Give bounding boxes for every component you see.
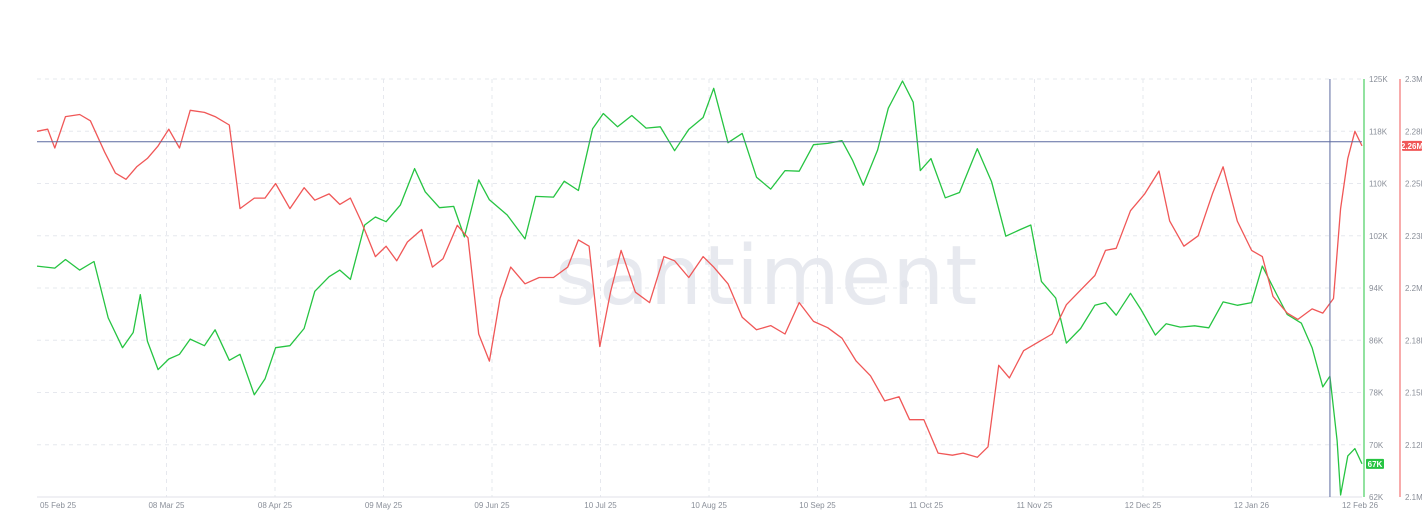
crosshair (37, 79, 1362, 497)
y-left-tick-label: 78K (1369, 389, 1384, 398)
y-right-tick-label: 2.3M (1405, 75, 1422, 84)
y-right-tick-label: 2.25M (1405, 180, 1422, 189)
x-tick-label: 08 Mar 25 (148, 501, 185, 510)
grid (37, 78, 1362, 497)
y-left-tick-label: 110K (1369, 180, 1388, 189)
y-left-tick-label: 94K (1369, 284, 1384, 293)
x-tick-label: 12 Dec 25 (1125, 501, 1162, 510)
watermark-dot (901, 280, 909, 288)
x-tick-label: 10 Sep 25 (799, 501, 836, 510)
x-tick-label: 09 May 25 (365, 501, 403, 510)
x-tick-label: 12 Feb 26 (1342, 501, 1379, 510)
red-value-badge-label: 2.26M (1401, 142, 1422, 151)
y-right-tick-label: 2.28M (1405, 127, 1422, 136)
x-tick-label: 05 Feb 25 (40, 501, 77, 510)
green-value-badge (1366, 458, 1384, 469)
watermark: santiment (555, 229, 978, 324)
y-right-tick-label: 2.23M (1405, 232, 1422, 241)
y-left-tick-label: 125K (1369, 75, 1388, 84)
x-tick-label: 11 Nov 25 (1017, 501, 1053, 510)
y-right-tick-label: 2.1M (1405, 493, 1422, 502)
x-tick-label: 11 Oct 25 (909, 501, 944, 510)
y-left-tick-label: 62K (1369, 493, 1384, 502)
red-value-badge (1402, 140, 1422, 151)
y-right-tick-label: 2.12M (1405, 441, 1422, 450)
y-right-tick-label: 2.2M (1405, 284, 1422, 293)
y-left-tick-label: 118K (1369, 127, 1388, 136)
y-left-tick-label: 70K (1369, 441, 1384, 450)
x-tick-label: 08 Apr 25 (258, 501, 293, 510)
y-left-tick-label: 102K (1369, 232, 1388, 241)
value-badges: 67K 2.26M (1366, 140, 1422, 469)
x-tick-label: 12 Jan 26 (1234, 501, 1270, 510)
y-right-tick-label: 2.18M (1405, 336, 1422, 345)
y-left-tick-label: 86K (1369, 336, 1384, 345)
x-tick-label: 09 Jun 25 (474, 501, 510, 510)
series-line-red (36, 109, 1363, 458)
x-tick-label: 10 Aug 25 (691, 501, 728, 510)
x-tick-label: 10 Jul 25 (584, 501, 617, 510)
green-value-badge-label: 67K (1368, 460, 1383, 469)
axes: 125K 118K 110K 102K 94K 86K 78K 70K 62K 2.3M 2.28M… (37, 75, 1422, 510)
series-line-green (36, 80, 1363, 496)
series (36, 80, 1363, 496)
y-right-tick-label: 2.15M (1405, 389, 1422, 398)
